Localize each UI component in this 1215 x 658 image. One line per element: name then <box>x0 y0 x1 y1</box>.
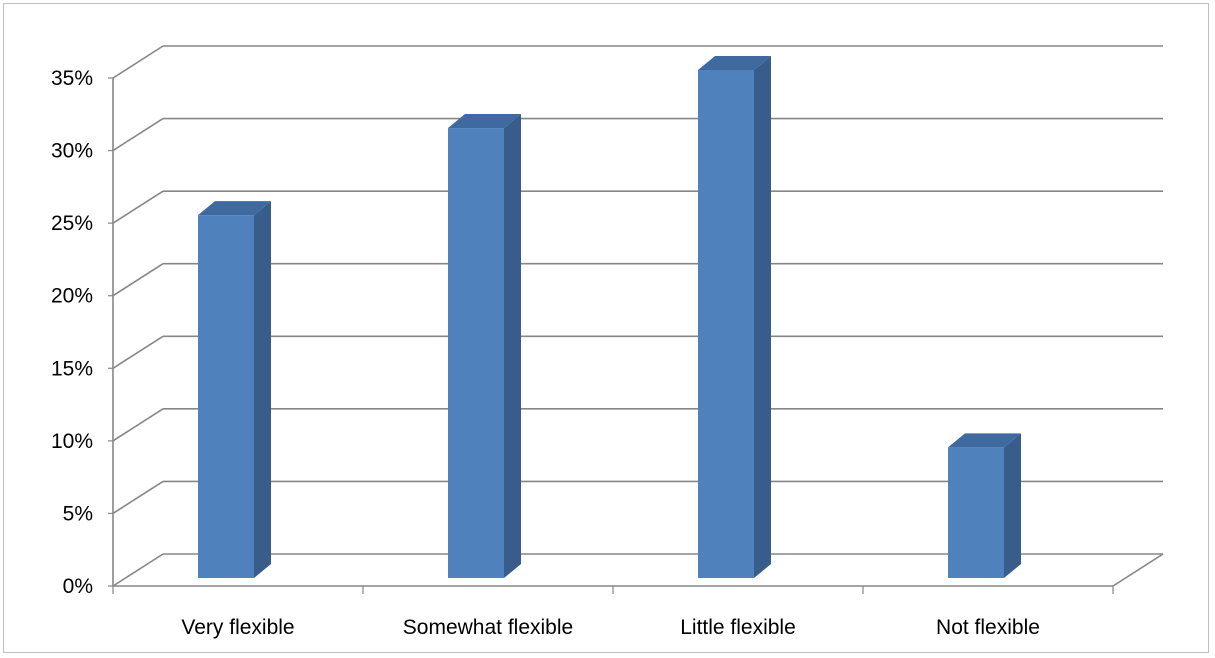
bar-side <box>754 56 771 578</box>
gridline-diagonal <box>112 190 164 224</box>
y-tick-label: 30% <box>51 140 93 163</box>
gridline-diagonal <box>112 408 164 442</box>
bar-side <box>1004 433 1021 578</box>
bar <box>448 114 521 579</box>
gridline-diagonal <box>112 553 164 587</box>
bar-top <box>698 56 771 70</box>
bar <box>948 433 1021 578</box>
bar-top <box>948 433 1021 448</box>
bar <box>698 56 771 578</box>
bar <box>198 201 271 578</box>
y-tick-label: 10% <box>51 430 93 453</box>
bar-front <box>948 447 1004 578</box>
x-tick-label: Little flexible <box>680 616 796 639</box>
y-tick-label: 0% <box>63 575 93 598</box>
gridline-diagonal <box>112 480 164 515</box>
bar-side <box>254 201 271 578</box>
bar-top <box>448 114 521 129</box>
y-tick-label: 25% <box>51 212 93 235</box>
x-tick-label: Somewhat flexible <box>403 616 573 639</box>
x-tick-label: Not flexible <box>936 616 1040 639</box>
gridline-diagonal <box>112 263 164 297</box>
gridline-diagonal <box>112 45 164 79</box>
bars <box>198 56 1021 579</box>
y-tick-label: 20% <box>51 285 93 308</box>
y-tick-label: 35% <box>51 67 93 90</box>
bar-side <box>504 114 521 579</box>
bar-front <box>198 215 254 578</box>
floor-edge <box>1112 553 1164 587</box>
x-axis-labels: Very flexible Somewhat flexible Little fle… <box>181 616 1040 639</box>
axes <box>108 77 1164 594</box>
gridline-diagonal <box>112 335 164 369</box>
y-tick-label: 15% <box>51 357 93 380</box>
gridlines <box>112 45 1163 587</box>
y-axis-ticks: 0% 5% 10% 15% 20% 25% 30% 35% <box>51 67 93 598</box>
bar-top <box>198 201 271 216</box>
bar-front <box>698 70 754 578</box>
gridline-diagonal <box>112 117 164 152</box>
y-tick-label: 5% <box>63 502 93 525</box>
bar-front <box>448 128 504 579</box>
x-tick-label: Very flexible <box>181 616 294 639</box>
